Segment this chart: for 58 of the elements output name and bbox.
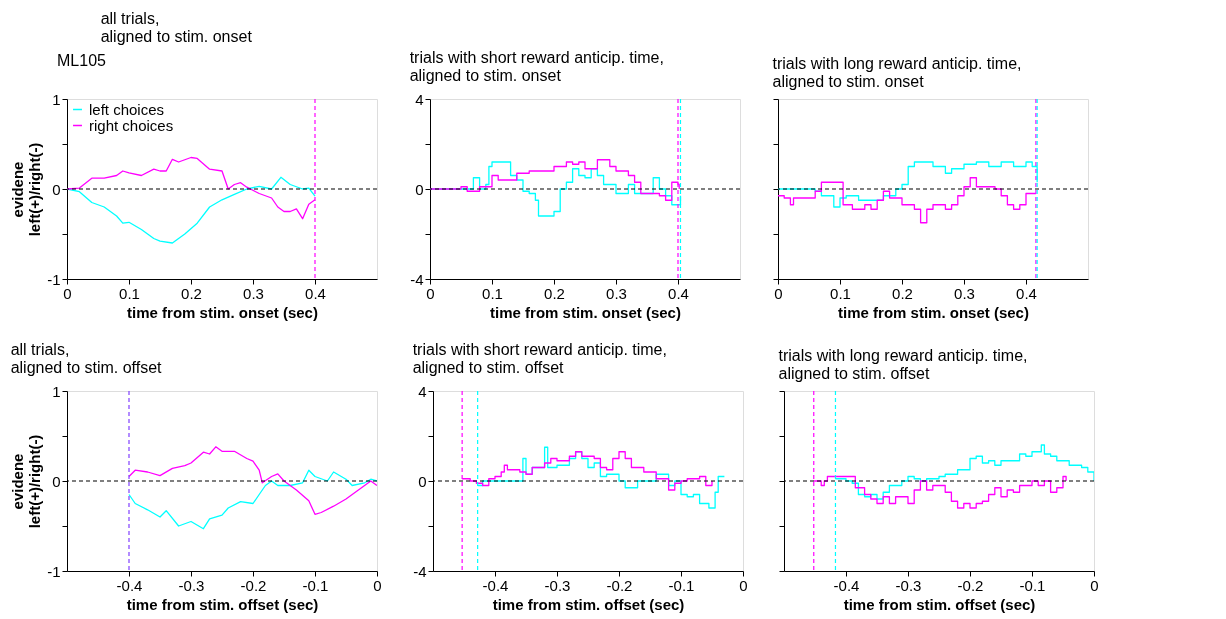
legend-label: right choices (89, 116, 174, 134)
x-tick-label: 0.1 (119, 284, 140, 302)
chart-title: all trials, aligned to stim. onset (100, 10, 253, 45)
x-tick-label: 0.3 (243, 284, 264, 302)
x-tick-label: -0.1 (1019, 576, 1046, 594)
x-tick-label: -0.1 (668, 576, 695, 594)
y-axis-title: evidene left(+)/right(-) (9, 434, 44, 529)
x-tick-label: 0.1 (482, 284, 503, 302)
y-tick-label: 4 (418, 382, 427, 400)
legend-label: left choices (89, 100, 165, 118)
x-axis-title: time from stim. onset (sec) (490, 303, 681, 321)
x-tick-label: -0.2 (240, 576, 267, 594)
chart-title: trials with long reward anticip. time, aligned to stim. onset (772, 55, 1022, 91)
x-tick-label: -0.4 (482, 576, 509, 594)
y-axis-title: evidene left(+)/right(-) (9, 142, 44, 237)
y-tick-label: 1 (52, 90, 61, 108)
y-tick-label: -4 (410, 270, 424, 288)
y-tick-label: 1 (52, 382, 61, 400)
x-tick-label: 0.3 (954, 284, 975, 302)
y-tick-label: 0 (418, 472, 427, 490)
x-tick-label: 0.1 (830, 284, 851, 302)
chart-title: all trials, aligned to stim. offset (10, 341, 163, 376)
x-tick-label: 0.4 (1016, 284, 1037, 302)
y-tick-label: 4 (415, 90, 424, 108)
y-tick-label: 0 (52, 180, 61, 198)
x-tick-label: -0.4 (116, 576, 143, 594)
x-tick-label: 0.4 (305, 284, 326, 302)
x-tick-label: 0 (774, 284, 783, 302)
x-axis-title: time from stim. offset (sec) (126, 595, 319, 613)
x-tick-label: -0.2 (606, 576, 633, 594)
x-tick-label: 0 (63, 284, 72, 302)
x-tick-label: 0 (373, 576, 382, 594)
x-axis-title: time from stim. onset (sec) (127, 303, 318, 321)
text: ML105 (57, 52, 107, 69)
y-tick-label: -4 (413, 562, 427, 580)
x-tick-label: 0.3 (606, 284, 627, 302)
x-tick-label: 0.2 (181, 284, 202, 302)
x-tick-label: -0.4 (833, 576, 860, 594)
x-tick-label: 0.2 (892, 284, 913, 302)
x-tick-label: 0.4 (668, 284, 689, 302)
y-tick-label: -1 (47, 562, 61, 580)
x-tick-label: -0.1 (302, 576, 329, 594)
x-tick-label: 0 (1090, 576, 1099, 594)
y-tick-label: 0 (415, 180, 424, 198)
x-axis-title: time from stim. offset (sec) (492, 595, 685, 613)
x-axis-title: time from stim. offset (sec) (843, 595, 1036, 613)
y-tick-label: 0 (52, 472, 61, 490)
x-axis-title: time from stim. onset (sec) (838, 303, 1029, 321)
x-tick-label: -0.3 (178, 576, 205, 594)
x-tick-label: -0.3 (895, 576, 922, 594)
chart-title: trials with short reward anticip. time, aligned to stim. offset (412, 341, 667, 376)
x-tick-label: 0.2 (544, 284, 565, 302)
x-tick-label: -0.3 (544, 576, 571, 594)
chart-title: trials with short reward anticip. time, aligned to stim. onset (409, 49, 664, 84)
chart-title: trials with long reward anticip. time, aligned to stim. offset (778, 347, 1028, 383)
x-tick-label: 0 (739, 576, 748, 594)
y-tick-label: -1 (47, 270, 61, 288)
x-tick-label: -0.2 (957, 576, 984, 594)
